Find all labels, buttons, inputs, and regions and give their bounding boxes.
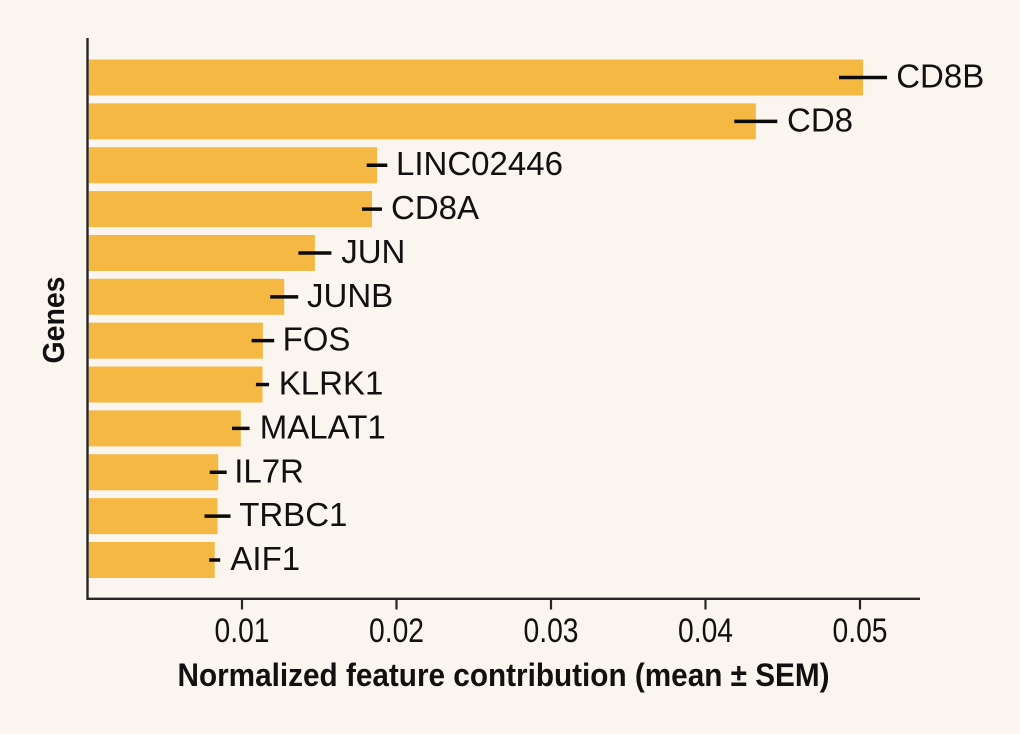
svg-text:JUN: JUN: [341, 233, 405, 270]
svg-text:FOS: FOS: [283, 321, 351, 358]
svg-text:0.02: 0.02: [369, 612, 424, 650]
svg-text:Genes: Genes: [36, 277, 71, 364]
svg-text:Normalized feature contributio: Normalized feature contribution (mean ± …: [178, 657, 830, 693]
svg-text:MALAT1: MALAT1: [260, 408, 386, 445]
svg-text:0.01: 0.01: [215, 612, 270, 650]
svg-text:0.04: 0.04: [678, 612, 733, 650]
svg-text:TRBC1: TRBC1: [239, 496, 347, 533]
svg-text:LINC02446: LINC02446: [396, 145, 563, 182]
svg-text:0.03: 0.03: [524, 612, 579, 650]
svg-text:AIF1: AIF1: [230, 540, 300, 577]
svg-text:IL7R: IL7R: [234, 452, 304, 489]
svg-text:0.05: 0.05: [833, 612, 888, 650]
svg-text:CD8A: CD8A: [391, 189, 479, 226]
svg-text:JUNB: JUNB: [307, 277, 393, 314]
svg-text:CD8B: CD8B: [896, 58, 984, 95]
svg-text:CD8: CD8: [787, 101, 853, 138]
svg-text:KLRK1: KLRK1: [279, 365, 384, 402]
